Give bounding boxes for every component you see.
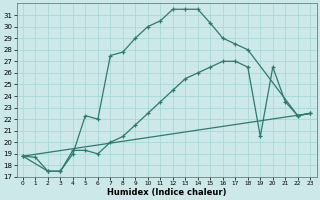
X-axis label: Humidex (Indice chaleur): Humidex (Indice chaleur) [107, 188, 226, 197]
